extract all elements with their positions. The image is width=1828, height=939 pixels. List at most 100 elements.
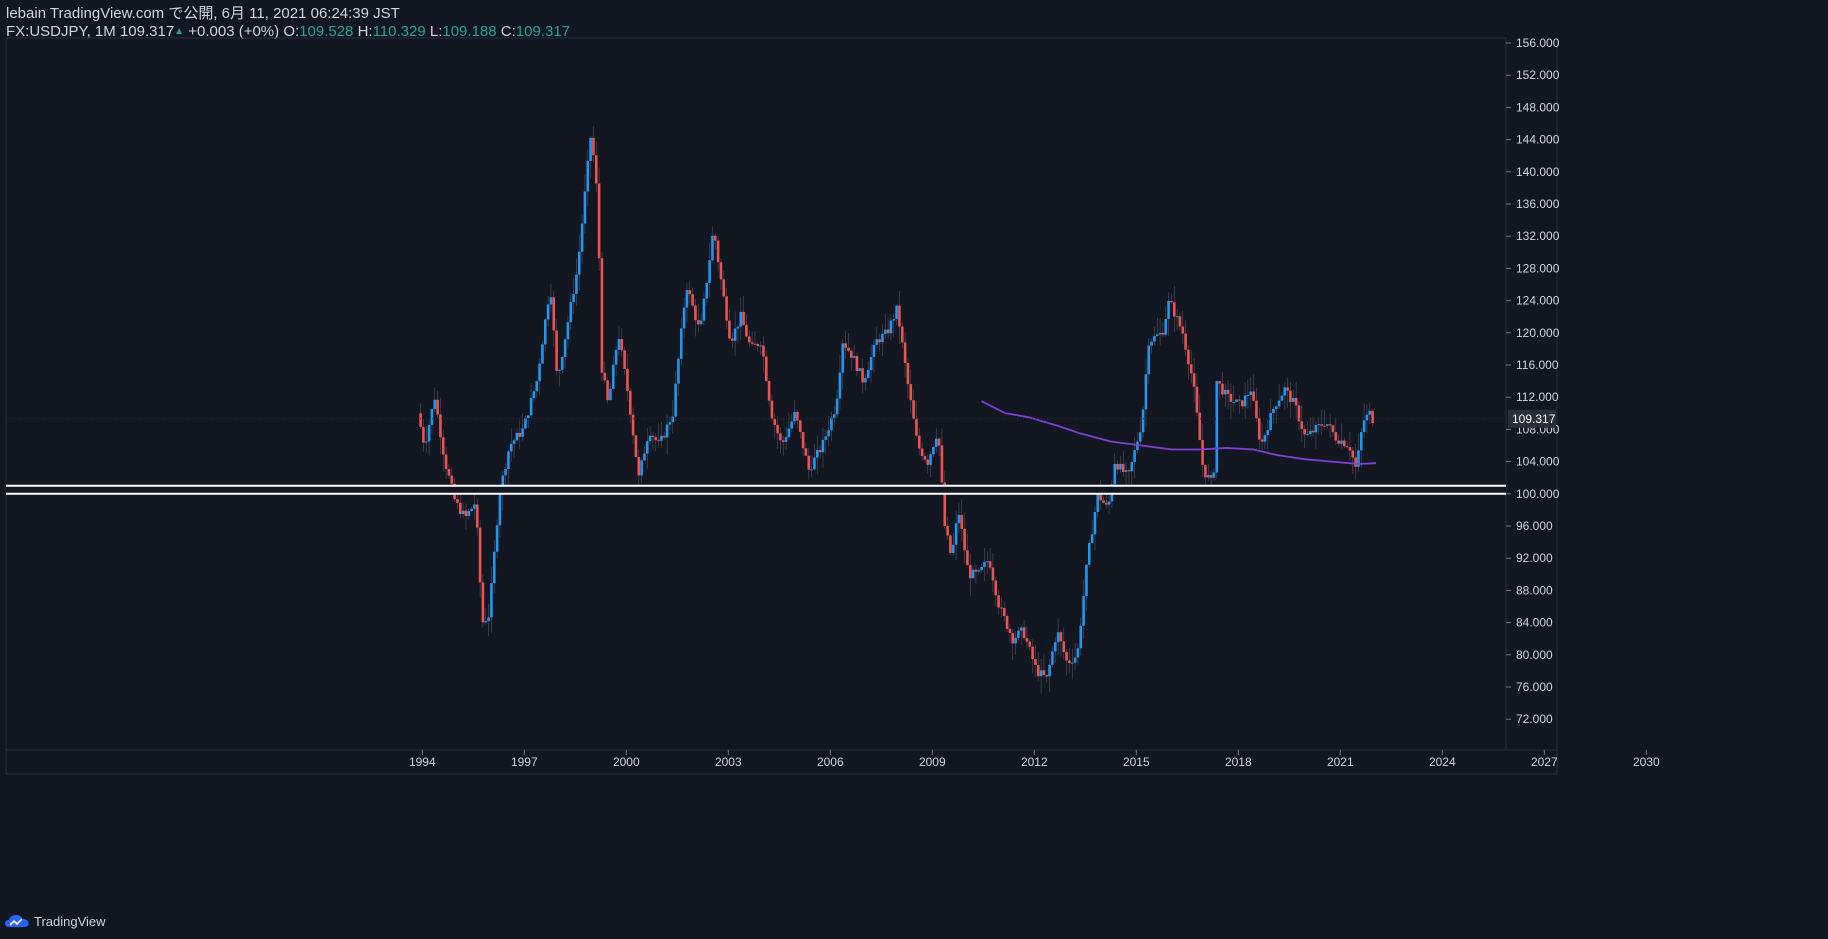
candle-body: [1059, 632, 1063, 642]
candle-body: [558, 369, 561, 371]
candle-body: [1130, 461, 1134, 472]
candle-body: [932, 446, 935, 455]
high-label: H:: [357, 23, 373, 40]
candle-body: [702, 298, 706, 321]
candle-body: [1266, 430, 1270, 436]
candle-body: [575, 274, 578, 294]
candle-body: [450, 475, 454, 484]
candle-body: [492, 551, 496, 584]
candle-body: [475, 504, 479, 528]
up-arrow-icon: ▲: [174, 26, 185, 37]
candle-body: [1178, 316, 1182, 327]
candle-body: [838, 372, 842, 399]
candle-body: [628, 390, 632, 415]
candle-body: [1051, 651, 1054, 665]
candle-body: [898, 305, 901, 327]
candle-body: [1158, 332, 1162, 335]
candle-body: [1303, 429, 1306, 435]
candle-body: [535, 381, 539, 392]
candle-body: [1102, 500, 1105, 503]
y-tick-label: 120.000: [1516, 326, 1560, 340]
candle-body: [566, 322, 570, 340]
candle-body: [883, 329, 887, 334]
candle-body: [549, 297, 553, 305]
candle-body: [1269, 413, 1272, 431]
candle-body: [773, 418, 777, 425]
candle-body: [473, 504, 476, 509]
x-tick-label: 2015: [1123, 755, 1150, 769]
candle-body: [762, 345, 765, 357]
candle-body: [552, 297, 556, 331]
candle-body: [1201, 440, 1204, 466]
candle-body: [1317, 424, 1321, 426]
candle-body: [1025, 638, 1029, 642]
y-tick-label: 140.000: [1516, 165, 1560, 179]
candle-body: [1187, 349, 1190, 365]
candle-body: [861, 368, 864, 383]
candle-body: [1014, 637, 1017, 644]
candle-body: [1300, 421, 1304, 430]
candle-body: [1082, 596, 1085, 626]
candle-body: [875, 339, 879, 345]
close-value: 109.317: [515, 23, 571, 40]
candle-body: [1371, 410, 1374, 424]
candle-body: [1019, 627, 1023, 631]
candle-body: [1240, 400, 1244, 407]
candle-body: [577, 251, 581, 275]
y-tick-label: 132.000: [1516, 229, 1560, 243]
candle-body: [1229, 393, 1233, 402]
candle-body: [1036, 665, 1040, 677]
tradingview-cloud-icon: [5, 915, 29, 927]
x-tick-label: 1994: [409, 755, 436, 769]
candle-body: [487, 617, 490, 622]
candle-body: [767, 381, 771, 401]
candle-body: [801, 431, 805, 449]
candle-body: [512, 440, 516, 444]
time-axis: [5, 749, 1558, 775]
symbol-interval[interactable]: FX:USDJPY, 1M: [6, 23, 116, 40]
candle-body: [1076, 648, 1080, 658]
candle-body: [739, 311, 743, 327]
last-price: 109.317: [119, 23, 175, 40]
candle-body: [609, 388, 612, 401]
candle-body: [563, 339, 567, 357]
candle-body: [1070, 662, 1074, 664]
candle-body: [1235, 399, 1238, 402]
candle-body: [1005, 616, 1009, 629]
candle-body: [1062, 641, 1066, 653]
candle-body: [1246, 395, 1250, 397]
candle-body: [1263, 435, 1267, 442]
candle-body: [929, 454, 932, 465]
candle-body: [900, 326, 904, 343]
candle-body: [1289, 390, 1292, 402]
candle-body: [855, 356, 859, 371]
candle-body: [1170, 300, 1173, 303]
x-tick-label: 2027: [1531, 755, 1558, 769]
low-label: L:: [429, 23, 443, 40]
candle-body: [1252, 391, 1255, 401]
candle-body: [447, 469, 451, 476]
candle-body: [1017, 630, 1020, 638]
candle-body: [1034, 659, 1037, 666]
candle-body: [1008, 628, 1012, 633]
candle-body: [640, 460, 643, 476]
candle-body: [1232, 401, 1236, 403]
candle-body: [433, 399, 437, 410]
candle-body: [651, 435, 655, 438]
y-tick-label: 136.000: [1516, 197, 1560, 211]
candle-body: [892, 319, 896, 321]
candle-body: [1368, 410, 1372, 415]
candle-body: [1331, 425, 1335, 433]
candle-body: [866, 369, 870, 379]
candle-body: [1150, 341, 1153, 346]
candle-body: [1328, 424, 1332, 426]
candle-body: [668, 422, 672, 425]
price-change: +0.003 (+0%): [188, 23, 280, 40]
candle-body: [895, 305, 898, 320]
candle-body: [994, 580, 998, 596]
candle-body: [1340, 440, 1343, 444]
tradingview-logo[interactable]: TradingView: [4, 913, 106, 929]
y-tick-label: 84.000: [1516, 616, 1553, 630]
candle-body: [495, 525, 499, 552]
